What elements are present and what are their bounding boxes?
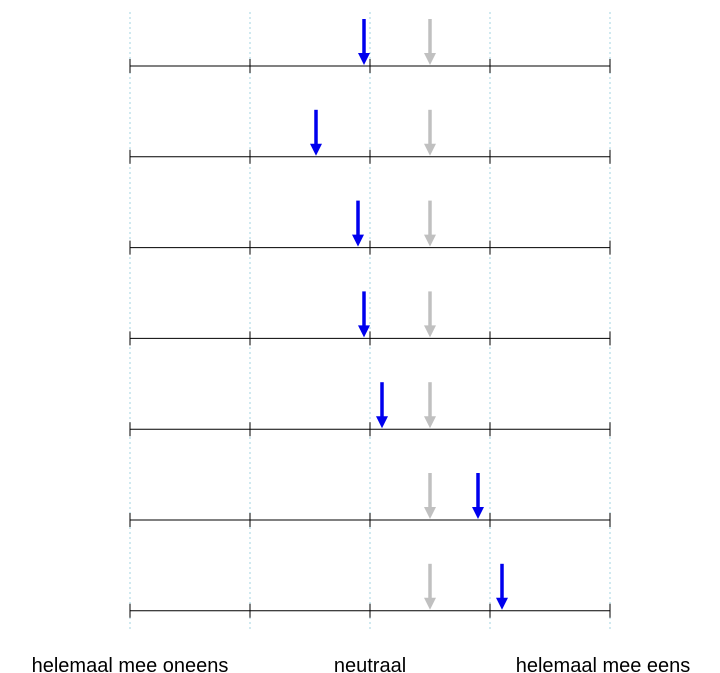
reference-arrow-head	[424, 234, 436, 247]
reference-arrow	[424, 291, 436, 338]
value-arrow-head	[472, 507, 484, 519]
reference-arrow-head	[424, 597, 436, 610]
value-arrow	[496, 563, 508, 610]
reference-arrow-head	[424, 507, 436, 519]
value-arrow	[358, 19, 370, 65]
value-arrow	[352, 200, 364, 247]
chart-row-7	[129, 563, 611, 618]
value-arrow	[472, 473, 484, 519]
reference-arrow	[424, 109, 436, 156]
value-arrow	[376, 382, 388, 429]
reference-arrow-head	[424, 53, 436, 65]
value-arrow-head	[376, 416, 388, 429]
value-arrow-head	[352, 234, 364, 247]
reference-arrow	[424, 473, 436, 519]
reference-arrow-head	[424, 325, 436, 338]
scale-labels: helemaal mee oneens neutraal helemaal me…	[32, 655, 691, 673]
scale-label-mid: neutraal	[334, 655, 406, 673]
chart-rows	[129, 19, 611, 618]
value-arrow	[310, 109, 322, 156]
gridlines	[129, 12, 611, 632]
value-arrow-head	[358, 325, 370, 338]
chart-row-1	[129, 19, 611, 73]
scale-label-min: helemaal mee oneens	[32, 655, 229, 673]
reference-arrow	[424, 563, 436, 610]
scale-label-max: helemaal mee eens	[516, 655, 691, 673]
chart-row-5	[129, 382, 611, 437]
reference-arrow	[424, 382, 436, 429]
reference-arrow-head	[424, 416, 436, 429]
chart-row-6	[129, 473, 611, 527]
reference-arrow	[424, 200, 436, 247]
chart-row-3	[129, 200, 611, 255]
chart-row-2	[129, 109, 611, 164]
reference-arrow-head	[424, 143, 436, 156]
value-arrow-head	[310, 143, 322, 156]
value-arrow-head	[358, 53, 370, 65]
reference-arrow	[424, 19, 436, 65]
value-arrow-head	[496, 597, 508, 610]
chart-row-4	[129, 291, 611, 346]
value-arrow	[358, 291, 370, 338]
